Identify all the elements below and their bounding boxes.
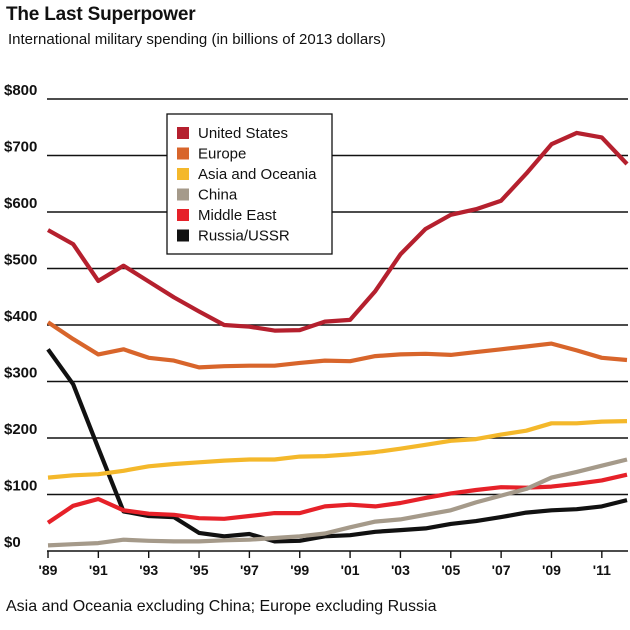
- x-tick-label: '93: [139, 562, 158, 578]
- chart-title: The Last Superpower: [6, 4, 196, 25]
- x-tick-label: '05: [441, 562, 460, 578]
- x-tick-label: '89: [39, 562, 58, 578]
- x-axis-ticks: '89 '91 '93 '95 '97 '99 '01 '03 '05 '07 '09 '11: [39, 551, 611, 578]
- legend-label-asia-and-oceania: Asia and Oceania: [198, 166, 317, 183]
- x-tick-label: '95: [190, 562, 209, 578]
- legend-label-china: China: [198, 187, 238, 204]
- x-tick-label: '03: [391, 562, 410, 578]
- legend-swatch-united-states: [177, 127, 189, 139]
- y-tick-label: $200: [4, 421, 37, 438]
- legend: United States Europe Asia and Oceania China…: [166, 113, 333, 255]
- x-tick-label: '99: [290, 562, 309, 578]
- grid-lines: [47, 98, 628, 552]
- y-tick-label: $500: [4, 252, 37, 269]
- y-tick-label: $600: [4, 195, 37, 212]
- legend-box: [166, 113, 333, 255]
- series-line-asia-and-oceania: [47, 419, 628, 480]
- y-tick-label: $800: [4, 82, 37, 99]
- x-tick-label: '91: [89, 562, 108, 578]
- legend-swatch-china: [177, 188, 189, 201]
- x-tick-label: '97: [240, 562, 259, 578]
- series-line-united-states: [46, 130, 629, 333]
- legend-swatch-asia-and-oceania: [177, 168, 189, 180]
- y-tick-label: $700: [4, 139, 37, 156]
- series-line-europe: [46, 320, 628, 370]
- x-tick-label: '09: [542, 562, 561, 578]
- series-line-china: [47, 457, 628, 548]
- chart-subtitle: International military spending (in bill…: [8, 31, 386, 48]
- y-tick-label: $100: [4, 478, 37, 495]
- legend-swatch-middle-east: [177, 209, 189, 221]
- legend-label-middle-east: Middle East: [198, 207, 277, 224]
- legend-label-united-states: United States: [198, 125, 288, 142]
- x-tick-label: '01: [341, 562, 360, 578]
- y-tick-label: $400: [4, 308, 37, 325]
- y-tick-label: $0: [4, 534, 21, 551]
- chart-footnote: Asia and Oceania excluding China; Europe…: [6, 598, 437, 615]
- legend-swatch-russia-ussr: [177, 229, 189, 242]
- x-tick-label: '11: [593, 562, 611, 578]
- legend-label-europe: Europe: [198, 146, 246, 163]
- series-lines: [46, 130, 629, 548]
- y-tick-label: $300: [4, 365, 37, 382]
- legend-swatch-europe: [177, 147, 189, 160]
- legend-label-russia-ussr: Russia/USSR: [198, 228, 290, 245]
- x-tick-label: '07: [492, 562, 511, 578]
- y-axis-ticks: $0 $100 $200 $300 $400 $500 $600 $700 $800: [4, 82, 37, 551]
